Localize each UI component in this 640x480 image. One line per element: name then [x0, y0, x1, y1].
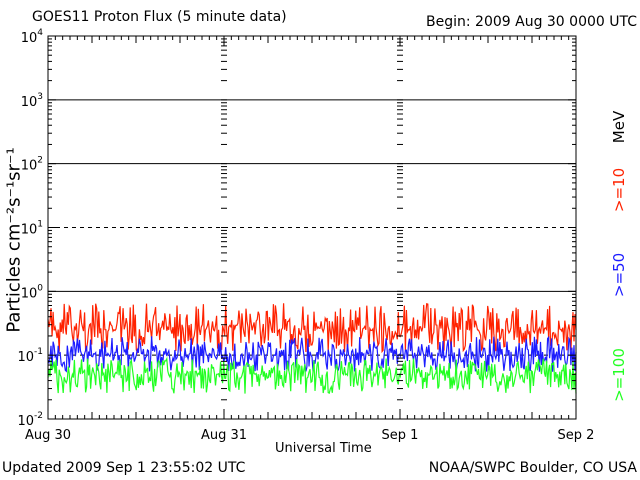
- y-tick-label-exponent: 3: [37, 92, 43, 102]
- y-tick-label-base: 10: [21, 286, 38, 301]
- x-axis-label: Universal Time: [275, 441, 372, 456]
- ticks: [47, 36, 577, 420]
- series-line--10-mev: [47, 303, 577, 355]
- series-line--100-mev: [47, 356, 577, 394]
- chart-title: GOES11 Proton Flux (5 minute data): [32, 9, 287, 25]
- begin-time: Begin: 2009 Aug 30 0000 UTC: [426, 14, 637, 30]
- y-tick-label-base: 10: [21, 223, 38, 238]
- y-tick-label-exponent: 4: [37, 28, 43, 38]
- y-tick-label-base: 10: [21, 31, 38, 46]
- x-tick-label: Sep 2: [558, 428, 595, 443]
- credit: NOAA/SWPC Boulder, CO USA: [428, 460, 637, 476]
- y-tick-label: 101: [21, 220, 43, 238]
- y-tick-label: 104: [21, 28, 44, 46]
- legend-item-100mev: >=100: [610, 348, 628, 402]
- y-tick-label-base: 10: [17, 414, 34, 429]
- updated-time: Updated 2009 Sep 1 23:55:02 UTC: [2, 460, 246, 476]
- y-tick-label-base: 10: [21, 159, 38, 174]
- series-group: [47, 303, 577, 394]
- y-tick-label: 10-2: [17, 411, 43, 429]
- legend-unit: MeV: [610, 110, 628, 144]
- y-tick-label-base: 10: [17, 350, 34, 365]
- legend-item-50mev: >=50: [610, 252, 628, 298]
- y-tick-label-exponent: -1: [34, 347, 43, 357]
- y-tick-label-exponent: 2: [37, 156, 43, 166]
- y-tick-label: 102: [21, 156, 43, 174]
- legend-item-10mev: >=10: [610, 167, 628, 213]
- y-tick-label: 103: [21, 92, 43, 110]
- y-tick-label-exponent: 0: [37, 283, 43, 293]
- y-tick-label-base: 10: [21, 95, 38, 110]
- x-tick-label: Sep 1: [382, 428, 419, 443]
- series-line--50-mev: [47, 335, 577, 373]
- x-tick-label: Aug 30: [25, 428, 71, 443]
- y-tick-label: 100: [21, 283, 44, 301]
- y-tick-label: 10-1: [17, 347, 43, 365]
- y-tick-label-exponent: 1: [37, 220, 43, 230]
- y-tick-label-exponent: -2: [34, 411, 43, 421]
- x-tick-label: Aug 31: [201, 428, 247, 443]
